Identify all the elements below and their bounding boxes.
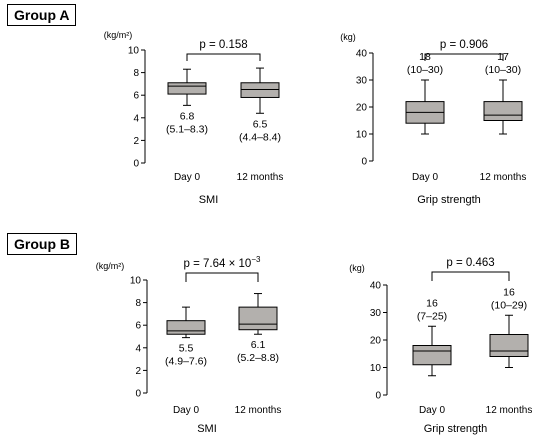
median-label: 6.8 xyxy=(180,110,195,122)
y-tick-label: 0 xyxy=(133,159,139,170)
x-axis-label: Grip strength xyxy=(417,194,481,206)
box xyxy=(240,82,280,98)
p-value: p = 0.463 xyxy=(446,257,494,269)
y-tick-label: 4 xyxy=(135,343,141,354)
y-tick-label: 10 xyxy=(356,130,368,141)
y-tick-label: 40 xyxy=(356,49,368,60)
p-value: p = 0.906 xyxy=(440,39,488,51)
y-axis-label: (kg) xyxy=(340,32,356,42)
y-axis-label: (kg/m²) xyxy=(104,30,133,40)
category-label: Day 0 xyxy=(412,172,439,183)
significance-bracket xyxy=(424,53,504,61)
range-label: (5.2–8.8) xyxy=(237,352,279,364)
y-tick-label: 2 xyxy=(133,136,139,147)
range-label: (10–30) xyxy=(485,64,521,76)
y-tick-label: 4 xyxy=(133,113,139,124)
significance-bracket xyxy=(186,53,261,61)
box xyxy=(489,334,529,357)
x-axis-label: SMI xyxy=(199,194,219,206)
y-tick-label: 30 xyxy=(370,308,382,319)
y-tick-label: 20 xyxy=(370,336,382,347)
range-label: (4.9–7.6) xyxy=(165,356,207,368)
category-label: 12 months xyxy=(237,172,284,183)
y-tick-label: 0 xyxy=(361,157,367,168)
y-tick-label: 20 xyxy=(356,103,368,114)
category-label: Day 0 xyxy=(419,405,446,416)
x-axis-label: Grip strength xyxy=(424,423,488,435)
significance-bracket xyxy=(185,272,259,282)
x-axis-label: SMI xyxy=(197,423,217,435)
y-axis-label: (kg) xyxy=(349,263,365,273)
p-value-main: p = 0.463 xyxy=(446,257,494,269)
median-label: 16 xyxy=(503,286,515,298)
range-label: (5.1–8.3) xyxy=(166,123,208,135)
box xyxy=(167,82,207,95)
median-label: 5.5 xyxy=(179,343,194,355)
category-label: Day 0 xyxy=(174,172,201,183)
y-tick-label: 0 xyxy=(135,389,141,400)
category-label: 12 months xyxy=(486,405,533,416)
y-tick-label: 2 xyxy=(135,366,141,377)
category-label: Day 0 xyxy=(173,405,200,416)
category-label: 12 months xyxy=(480,172,527,183)
y-tick-label: 8 xyxy=(133,68,139,79)
category-label: 12 months xyxy=(235,405,282,416)
y-axis-label: (kg/m²) xyxy=(96,261,125,271)
p-value: p = 7.64 × 10−3 xyxy=(184,255,261,270)
group-b-label: Group B xyxy=(7,233,77,255)
median-label: 16 xyxy=(426,297,438,309)
median-label: 6.5 xyxy=(253,118,268,130)
p-value-exponent: −3 xyxy=(251,255,261,264)
p-value-main: p = 0.158 xyxy=(199,39,247,51)
p-value-main: p = 0.906 xyxy=(440,39,488,51)
range-label: (10–30) xyxy=(407,64,443,76)
range-label: (10–29) xyxy=(491,299,527,311)
y-tick-label: 6 xyxy=(133,91,139,102)
y-tick-label: 6 xyxy=(135,321,141,332)
box xyxy=(483,101,523,121)
y-tick-label: 0 xyxy=(375,391,381,402)
p-value: p = 0.158 xyxy=(199,39,247,51)
y-tick-label: 8 xyxy=(135,298,141,309)
group-a-label: Group A xyxy=(7,4,77,26)
significance-bracket xyxy=(431,271,510,281)
y-tick-label: 40 xyxy=(370,281,382,292)
range-label: (4.4–8.4) xyxy=(239,131,281,143)
median-label: 6.1 xyxy=(251,339,266,351)
p-value-main: p = 7.64 × 10 xyxy=(184,258,252,270)
y-tick-label: 30 xyxy=(356,76,368,87)
y-tick-label: 10 xyxy=(128,46,140,57)
y-tick-label: 10 xyxy=(370,363,382,374)
box xyxy=(412,345,452,366)
range-label: (7–25) xyxy=(417,310,447,322)
y-tick-label: 10 xyxy=(130,276,142,287)
